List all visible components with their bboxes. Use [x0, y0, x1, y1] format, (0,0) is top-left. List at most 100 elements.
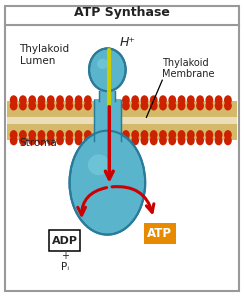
Circle shape — [150, 136, 158, 145]
Circle shape — [168, 101, 176, 110]
Circle shape — [159, 101, 167, 110]
Text: Thylakoid
Membrane: Thylakoid Membrane — [162, 58, 215, 79]
Text: ATP: ATP — [147, 227, 172, 240]
Circle shape — [224, 101, 232, 110]
Bar — [99, 91, 115, 101]
Circle shape — [141, 101, 148, 110]
Circle shape — [65, 136, 73, 145]
Circle shape — [224, 130, 232, 140]
Circle shape — [141, 136, 148, 145]
Circle shape — [122, 130, 130, 140]
Circle shape — [65, 130, 73, 140]
Text: ADP: ADP — [52, 236, 78, 246]
Circle shape — [75, 136, 82, 145]
Circle shape — [122, 95, 130, 105]
Circle shape — [215, 95, 223, 105]
Circle shape — [10, 95, 18, 105]
Circle shape — [38, 136, 45, 145]
Circle shape — [75, 130, 82, 140]
Circle shape — [131, 136, 139, 145]
Circle shape — [47, 101, 55, 110]
Circle shape — [224, 136, 232, 145]
Circle shape — [196, 130, 204, 140]
Circle shape — [215, 136, 223, 145]
FancyBboxPatch shape — [49, 230, 80, 251]
Circle shape — [122, 136, 130, 145]
Circle shape — [19, 130, 27, 140]
Circle shape — [187, 130, 195, 140]
Circle shape — [178, 130, 185, 140]
Circle shape — [131, 130, 139, 140]
Circle shape — [178, 136, 185, 145]
Bar — [121, 117, 237, 124]
Circle shape — [75, 95, 82, 105]
Circle shape — [122, 101, 130, 110]
Circle shape — [56, 130, 64, 140]
Circle shape — [215, 101, 223, 110]
Circle shape — [205, 95, 213, 105]
Text: ATP Synthase: ATP Synthase — [74, 6, 170, 19]
Circle shape — [28, 95, 36, 105]
Circle shape — [28, 101, 36, 110]
Circle shape — [28, 130, 36, 140]
Circle shape — [56, 101, 64, 110]
Circle shape — [38, 101, 45, 110]
Circle shape — [19, 136, 27, 145]
Text: H⁺: H⁺ — [120, 36, 136, 49]
Bar — [7, 101, 94, 140]
Circle shape — [141, 130, 148, 140]
Text: Pᵢ: Pᵢ — [61, 262, 69, 272]
Circle shape — [196, 101, 204, 110]
Circle shape — [178, 95, 185, 105]
Circle shape — [56, 95, 64, 105]
Circle shape — [19, 95, 27, 105]
Ellipse shape — [70, 131, 145, 235]
Circle shape — [131, 101, 139, 110]
Ellipse shape — [88, 154, 110, 175]
Circle shape — [47, 95, 55, 105]
Bar — [7, 117, 94, 124]
FancyBboxPatch shape — [144, 223, 176, 244]
Circle shape — [168, 130, 176, 140]
Circle shape — [178, 101, 185, 110]
Circle shape — [75, 101, 82, 110]
Bar — [121, 101, 237, 140]
Text: +: + — [61, 251, 69, 261]
Circle shape — [159, 130, 167, 140]
Circle shape — [150, 101, 158, 110]
Circle shape — [84, 130, 92, 140]
Circle shape — [84, 95, 92, 105]
Circle shape — [187, 136, 195, 145]
Circle shape — [10, 136, 18, 145]
Circle shape — [205, 101, 213, 110]
Text: Stroma: Stroma — [20, 138, 57, 148]
Circle shape — [159, 136, 167, 145]
Ellipse shape — [89, 48, 126, 91]
Circle shape — [196, 136, 204, 145]
Circle shape — [224, 95, 232, 105]
Circle shape — [65, 101, 73, 110]
Circle shape — [10, 130, 18, 140]
Circle shape — [159, 95, 167, 105]
Circle shape — [65, 95, 73, 105]
Circle shape — [84, 136, 92, 145]
Circle shape — [168, 95, 176, 105]
Circle shape — [196, 95, 204, 105]
Text: Thylakoid
Lumen: Thylakoid Lumen — [20, 44, 70, 66]
Circle shape — [10, 101, 18, 110]
Circle shape — [38, 95, 45, 105]
Circle shape — [56, 136, 64, 145]
Circle shape — [47, 136, 55, 145]
Circle shape — [187, 101, 195, 110]
Ellipse shape — [97, 59, 108, 69]
Circle shape — [47, 130, 55, 140]
Circle shape — [141, 95, 148, 105]
Circle shape — [84, 101, 92, 110]
Circle shape — [150, 130, 158, 140]
Circle shape — [205, 136, 213, 145]
Circle shape — [131, 95, 139, 105]
Circle shape — [28, 136, 36, 145]
Circle shape — [19, 101, 27, 110]
Circle shape — [38, 130, 45, 140]
Circle shape — [150, 95, 158, 105]
